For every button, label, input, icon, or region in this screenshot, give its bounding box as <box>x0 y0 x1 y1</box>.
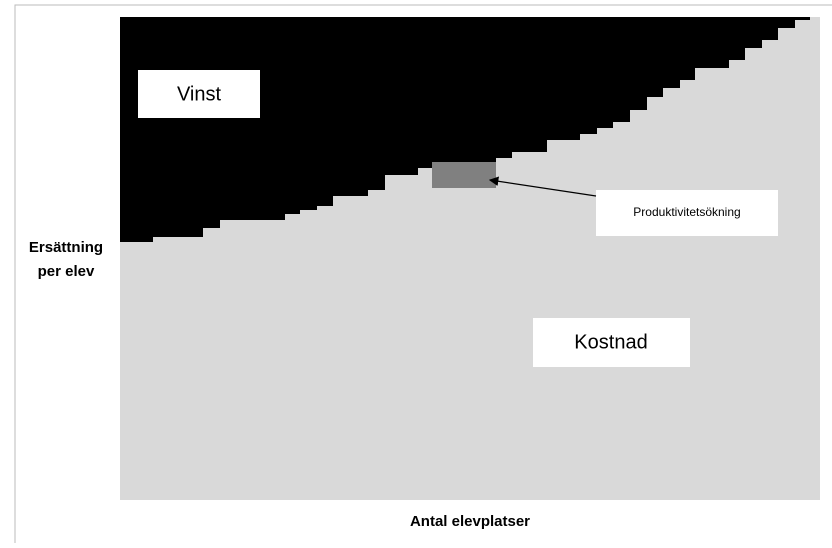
y-axis-label: per elev <box>38 263 95 280</box>
y-axis-label: Ersättning <box>29 239 103 256</box>
label-box <box>596 190 778 236</box>
profit-label: Vinst <box>177 83 222 105</box>
label-box <box>533 318 690 367</box>
arrow <box>488 176 597 197</box>
x-axis-label: Antal elevplatser <box>410 513 530 530</box>
annotation-label: Produktivitetsökning <box>633 205 740 219</box>
cost-area <box>120 17 820 500</box>
outer-frame <box>14 4 832 543</box>
cost-label: Kostnad <box>574 331 647 353</box>
productivity-box <box>432 162 496 188</box>
label-box <box>138 70 260 118</box>
